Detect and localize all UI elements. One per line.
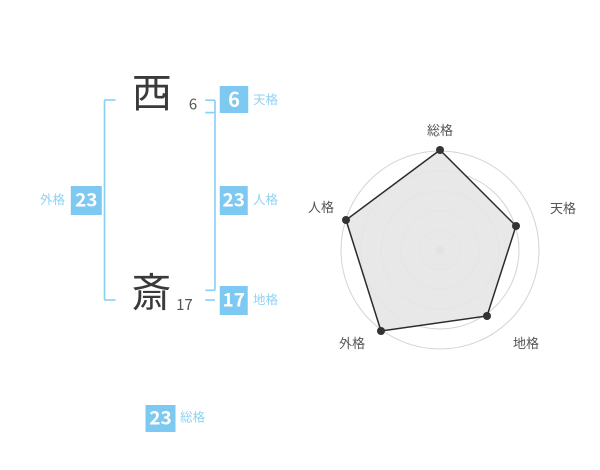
svg-text:23: 23 [75, 186, 97, 213]
svg-text:西: 西 [132, 61, 172, 119]
svg-text:人格: 人格 [308, 197, 334, 216]
svg-text:6: 6 [228, 84, 240, 113]
svg-text:斎: 斎 [132, 261, 172, 319]
svg-text:地格: 地格 [253, 289, 279, 308]
svg-text:17: 17 [176, 294, 193, 315]
svg-text:総格: 総格 [427, 120, 453, 139]
svg-text:総格: 総格 [180, 407, 206, 426]
svg-text:17: 17 [222, 286, 244, 313]
svg-text:23: 23 [149, 404, 171, 431]
svg-text:人格: 人格 [253, 189, 279, 208]
svg-text:天格: 天格 [550, 198, 576, 217]
svg-text:23: 23 [222, 186, 244, 213]
svg-text:外格: 外格 [40, 189, 66, 208]
svg-text:外格: 外格 [339, 333, 365, 352]
svg-text:地格: 地格 [513, 333, 539, 352]
svg-text:天格: 天格 [253, 89, 279, 108]
svg-text:6: 6 [189, 94, 197, 115]
